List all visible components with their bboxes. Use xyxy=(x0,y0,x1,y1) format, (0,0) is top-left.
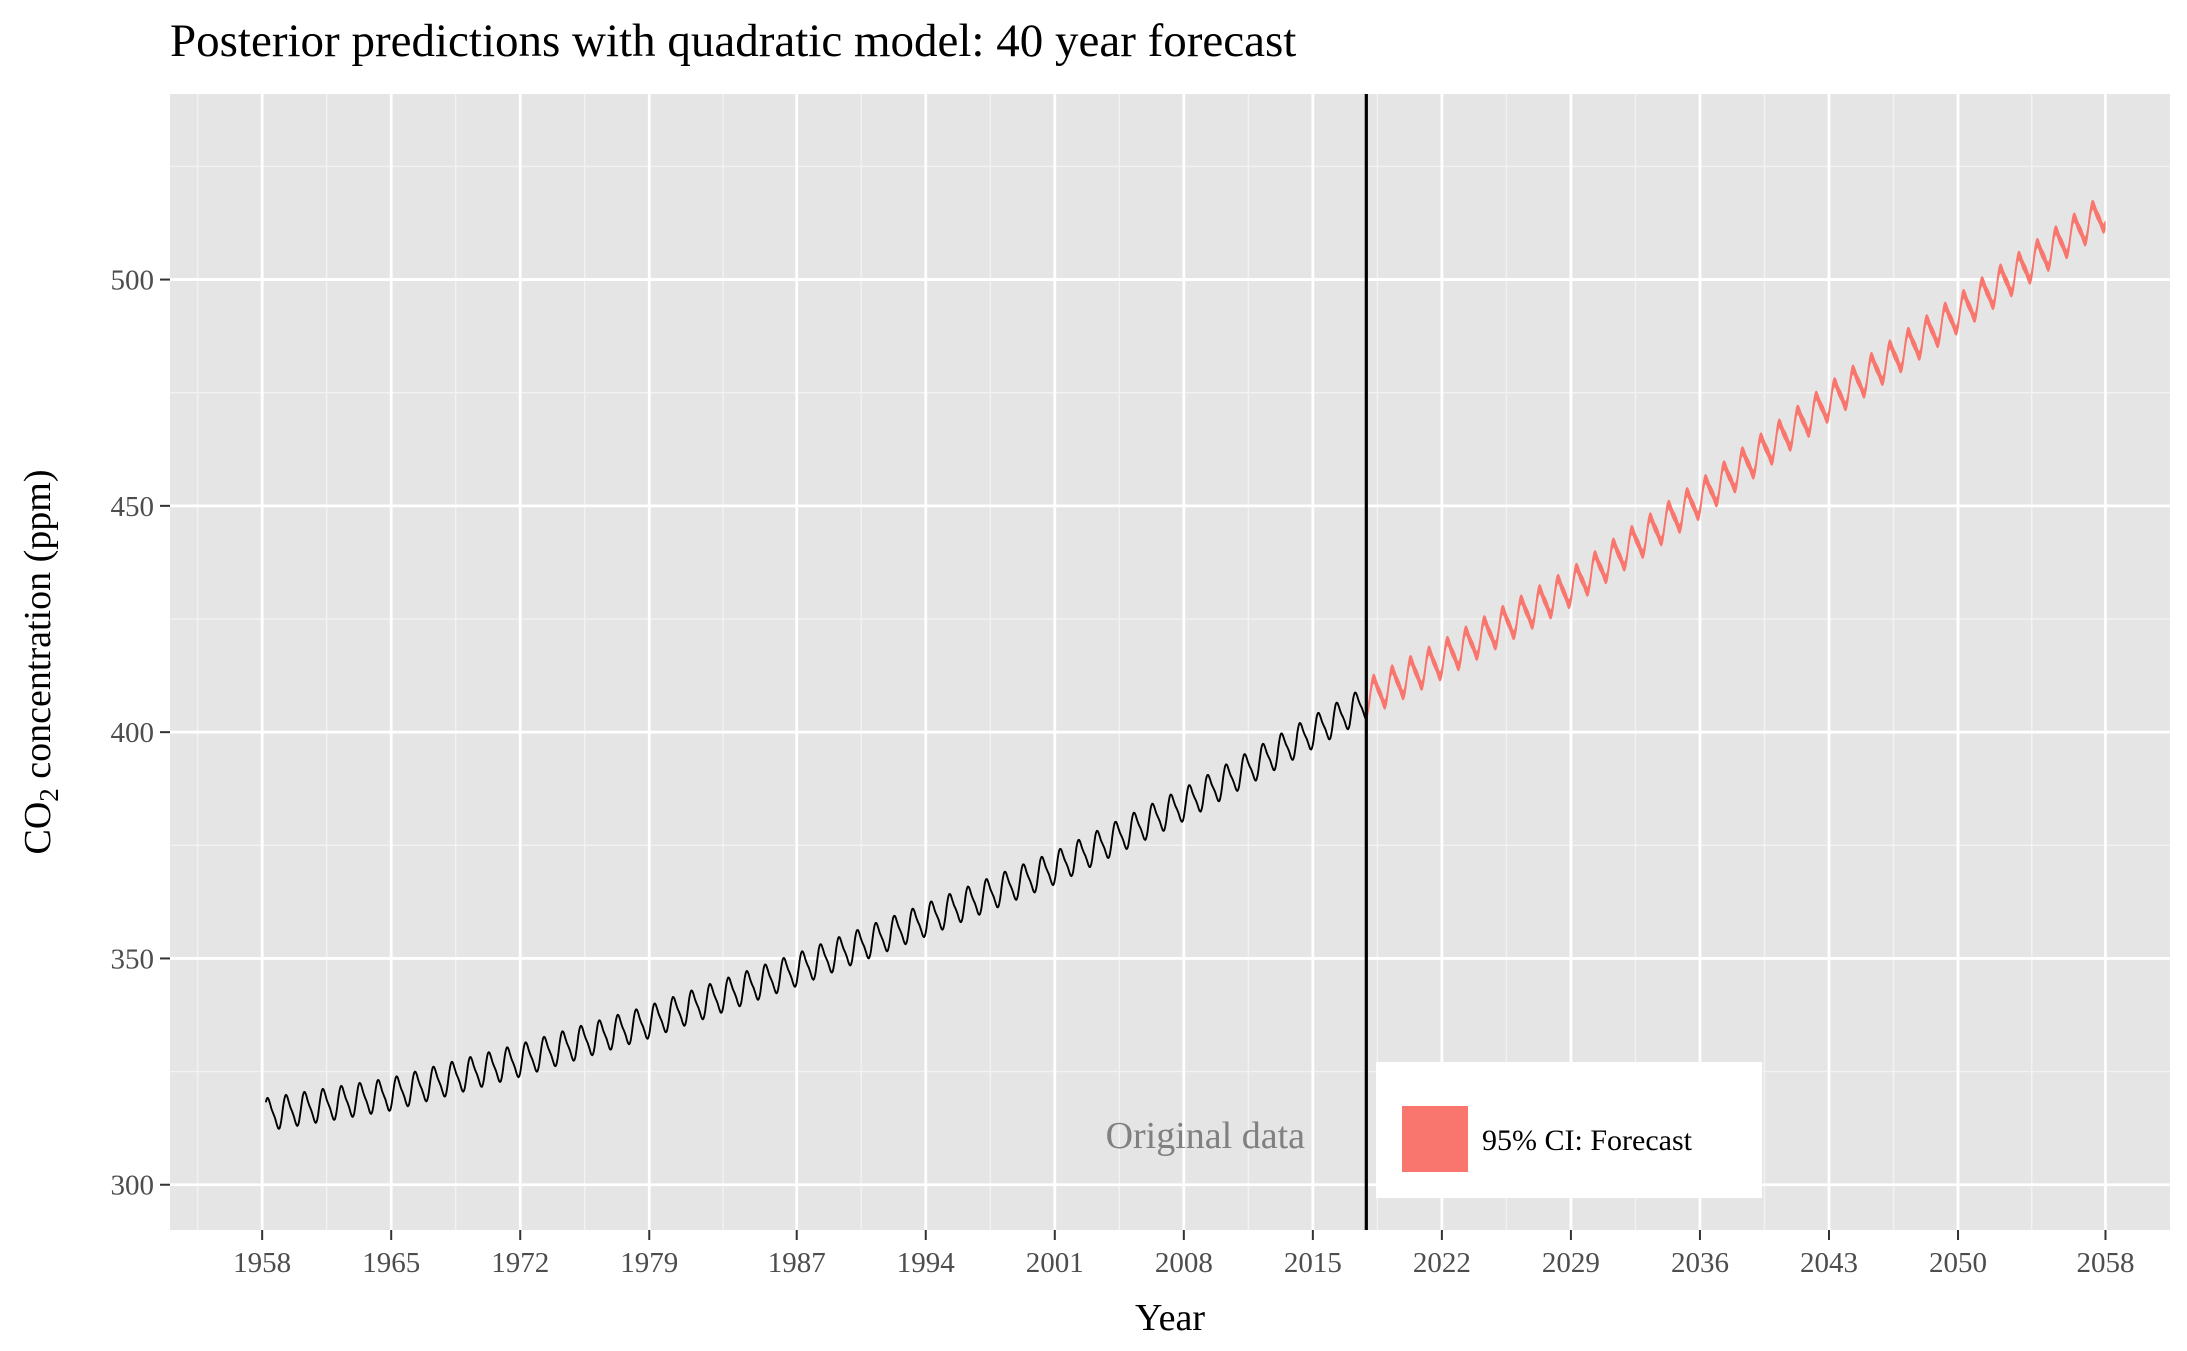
major-gridlines xyxy=(170,94,2170,1230)
x-tick-label: 2058 xyxy=(2076,1247,2134,1279)
legend: 95% CI: Forecast xyxy=(1376,1062,1762,1198)
y-tick-label: 300 xyxy=(111,1170,155,1202)
x-tick-label: 2001 xyxy=(1026,1247,1084,1279)
y-tick-label: 350 xyxy=(111,943,155,975)
y-axis-title-subscript: 2 xyxy=(34,788,64,802)
x-tick-label: 2043 xyxy=(1800,1247,1858,1279)
legend-key-forecast xyxy=(1402,1106,1468,1172)
forecast-ci-band xyxy=(1365,199,2106,720)
x-tick-label: 2050 xyxy=(1929,1247,1987,1279)
x-tick-label: 2015 xyxy=(1284,1247,1342,1279)
chart-title: Posterior predictions with quadratic mod… xyxy=(170,15,1296,67)
x-tick-label: 2036 xyxy=(1671,1247,1729,1279)
x-tick-label: 1979 xyxy=(620,1247,678,1279)
y-axis: 300 350 400 450 500 xyxy=(111,265,170,1202)
x-tick-label: 1994 xyxy=(897,1247,956,1279)
y-tick-label: 500 xyxy=(111,265,155,297)
x-tick-label: 1987 xyxy=(768,1247,826,1279)
plot-panel xyxy=(170,94,2170,1230)
x-tick-label: 1972 xyxy=(491,1247,549,1279)
x-axis-title: Year xyxy=(1135,1297,1205,1339)
x-tick-label: 1965 xyxy=(362,1247,420,1279)
x-tick-label: 1958 xyxy=(233,1247,291,1279)
x-tick-label: 2029 xyxy=(1542,1247,1600,1279)
original-data-annotation: Original data xyxy=(1106,1115,1306,1157)
y-axis-title-prefix: CO xyxy=(17,802,59,855)
series-layer xyxy=(264,199,2106,1130)
y-tick-label: 400 xyxy=(111,717,155,749)
x-axis: 1958 1965 1972 1979 1987 1994 2001 2008 2015 2022… xyxy=(233,1230,2134,1279)
x-tick-label: 2008 xyxy=(1155,1247,1213,1279)
y-axis-title: CO2 concentration (ppm) xyxy=(17,470,64,855)
y-tick-label: 450 xyxy=(111,491,155,523)
y-axis-title-suffix: concentration (ppm) xyxy=(17,470,59,789)
legend-label-forecast: 95% CI: Forecast xyxy=(1482,1124,1693,1157)
x-tick-label: 2022 xyxy=(1413,1247,1471,1279)
observed-co2-line xyxy=(264,691,1367,1130)
minor-gridlines xyxy=(170,94,2170,1230)
